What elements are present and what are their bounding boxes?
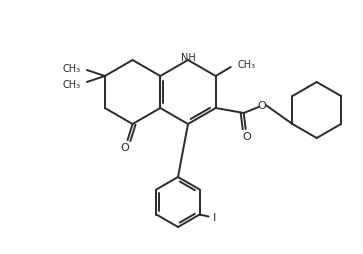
Text: CH₃: CH₃ bbox=[238, 60, 256, 70]
Text: O: O bbox=[257, 101, 266, 110]
Text: O: O bbox=[242, 132, 251, 141]
Text: CH₃: CH₃ bbox=[63, 80, 81, 90]
Text: O: O bbox=[120, 142, 129, 152]
Text: CH₃: CH₃ bbox=[63, 64, 81, 74]
Text: NH: NH bbox=[181, 53, 195, 63]
Text: I: I bbox=[213, 213, 216, 223]
